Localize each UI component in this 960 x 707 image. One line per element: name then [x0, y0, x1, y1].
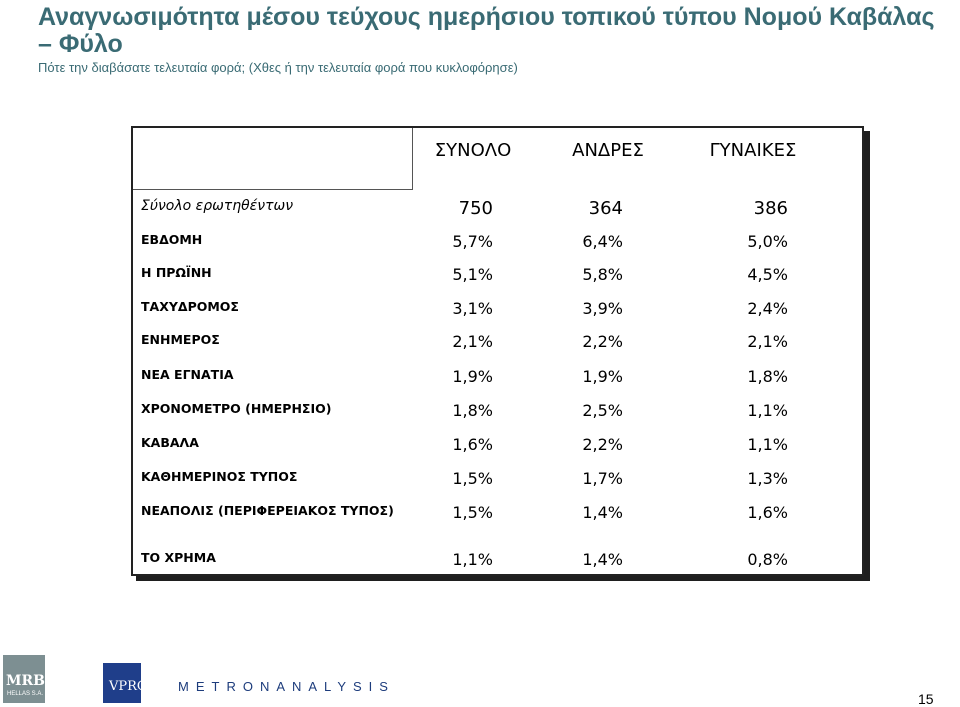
cell-women: 2,1% [747, 332, 788, 351]
cell-men: 364 [588, 198, 623, 219]
row-label: Η ΠΡΩΪΝΗ [141, 265, 212, 280]
readership-table: ΣΥΝΟΛΟ ΑΝΔΡΕΣ ΓΥΝΑΙΚΕΣ Σύνολο ερωτηθέντω… [131, 126, 864, 576]
cell-total: 750 [458, 198, 493, 219]
cell-total: 1,1% [452, 550, 493, 569]
cell-total: 2,1% [452, 332, 493, 351]
row-label: ΝΕΑ ΕΓΝΑΤΙΑ [141, 367, 234, 382]
cell-women: 0,8% [747, 550, 788, 569]
row-label: ΧΡΟΝΟΜΕΤΡΟ (ΗΜΕΡΗΣΙΟ) [141, 401, 332, 416]
cell-men: 3,9% [582, 299, 623, 318]
footer: MRB HELLAS S.A. VPRC METRONANALYSIS 15 [0, 655, 960, 707]
row-label: ΚΑΘΗΜΕΡΙΝΟΣ ΤΥΠΟΣ [141, 469, 298, 484]
cell-men: 2,2% [582, 435, 623, 454]
cell-men: 1,4% [582, 550, 623, 569]
column-header-women: ΓΥΝΑΙΚΕΣ [709, 140, 797, 161]
cell-women: 1,1% [747, 401, 788, 420]
column-header-total: ΣΥΝΟΛΟ [434, 140, 512, 161]
cell-men: 5,8% [582, 265, 623, 284]
row-label: ΤΟ ΧΡΗΜΑ [141, 550, 216, 565]
cell-women: 4,5% [747, 265, 788, 284]
cell-women: 1,1% [747, 435, 788, 454]
cell-total: 5,7% [452, 232, 493, 251]
cell-men: 2,2% [582, 332, 623, 351]
cell-men: 6,4% [582, 232, 623, 251]
cell-women: 1,3% [747, 469, 788, 488]
cell-men: 2,5% [582, 401, 623, 420]
cell-men: 1,9% [582, 367, 623, 386]
row-label: ΤΑΧΥΔΡΟΜΟΣ [141, 299, 239, 314]
mrb-logo: MRB HELLAS S.A. [3, 655, 45, 703]
cell-total: 1,6% [452, 435, 493, 454]
column-header-men: ΑΝΔΡΕΣ [572, 140, 644, 161]
question-subtitle: Πότε την διαβάσατε τελευταία φορά; (Χθες… [38, 60, 518, 75]
cell-total: 1,8% [452, 401, 493, 420]
cell-women: 5,0% [747, 232, 788, 251]
cell-total: 1,5% [452, 503, 493, 522]
metron-analysis-logo: METRONANALYSIS [178, 679, 395, 694]
row-label: ΝΕΑΠΟΛΙΣ (ΠΕΡΙΦΕΡΕΙΑΚΟΣ ΤΥΠΟΣ) [141, 503, 394, 518]
cell-total: 3,1% [452, 299, 493, 318]
cell-men: 1,4% [582, 503, 623, 522]
cell-women: 1,8% [747, 367, 788, 386]
cell-women: 2,4% [747, 299, 788, 318]
row-label: ΕΒΔΟΜΗ [141, 232, 203, 247]
row-label: ΚΑΒΑΛΑ [141, 435, 199, 450]
row-label: Σύνολο ερωτηθέντων [141, 198, 294, 214]
cell-women: 386 [753, 198, 788, 219]
cell-women: 1,6% [747, 503, 788, 522]
vprc-logo: VPRC [103, 663, 147, 703]
cell-total: 5,1% [452, 265, 493, 284]
cell-total: 1,9% [452, 367, 493, 386]
cell-men: 1,7% [582, 469, 623, 488]
cell-total: 1,5% [452, 469, 493, 488]
row-label: ΕΝΗΜΕΡΟΣ [141, 332, 220, 347]
page-number: 15 [918, 691, 934, 707]
page-title: Αναγνωσιμότητα μέσου τεύχους ημερήσιου τ… [38, 3, 935, 58]
table-corner-cell [133, 128, 413, 190]
